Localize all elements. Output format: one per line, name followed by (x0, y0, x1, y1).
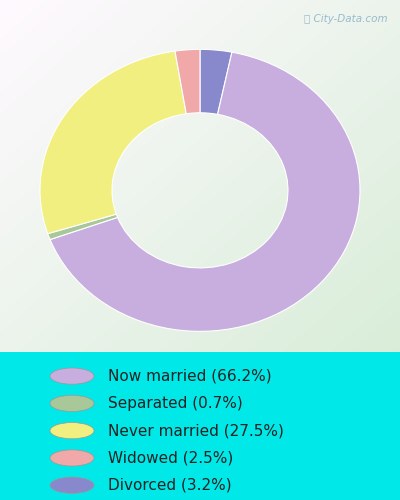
Wedge shape (50, 52, 360, 332)
Circle shape (50, 422, 94, 439)
Circle shape (50, 450, 94, 466)
Circle shape (50, 396, 94, 411)
Text: Never married (27.5%): Never married (27.5%) (108, 423, 284, 438)
Text: Marital status in Wingville, WI: Marital status in Wingville, WI (22, 20, 378, 40)
Text: ⓘ City-Data.com: ⓘ City-Data.com (304, 14, 388, 24)
Text: Divorced (3.2%): Divorced (3.2%) (108, 478, 232, 493)
Text: Now married (66.2%): Now married (66.2%) (108, 368, 272, 384)
Circle shape (50, 368, 94, 384)
Circle shape (50, 477, 94, 494)
Text: Widowed (2.5%): Widowed (2.5%) (108, 450, 233, 466)
Text: Separated (0.7%): Separated (0.7%) (108, 396, 243, 411)
Wedge shape (40, 51, 186, 234)
Wedge shape (48, 214, 118, 240)
Wedge shape (175, 50, 200, 114)
Wedge shape (200, 50, 232, 114)
